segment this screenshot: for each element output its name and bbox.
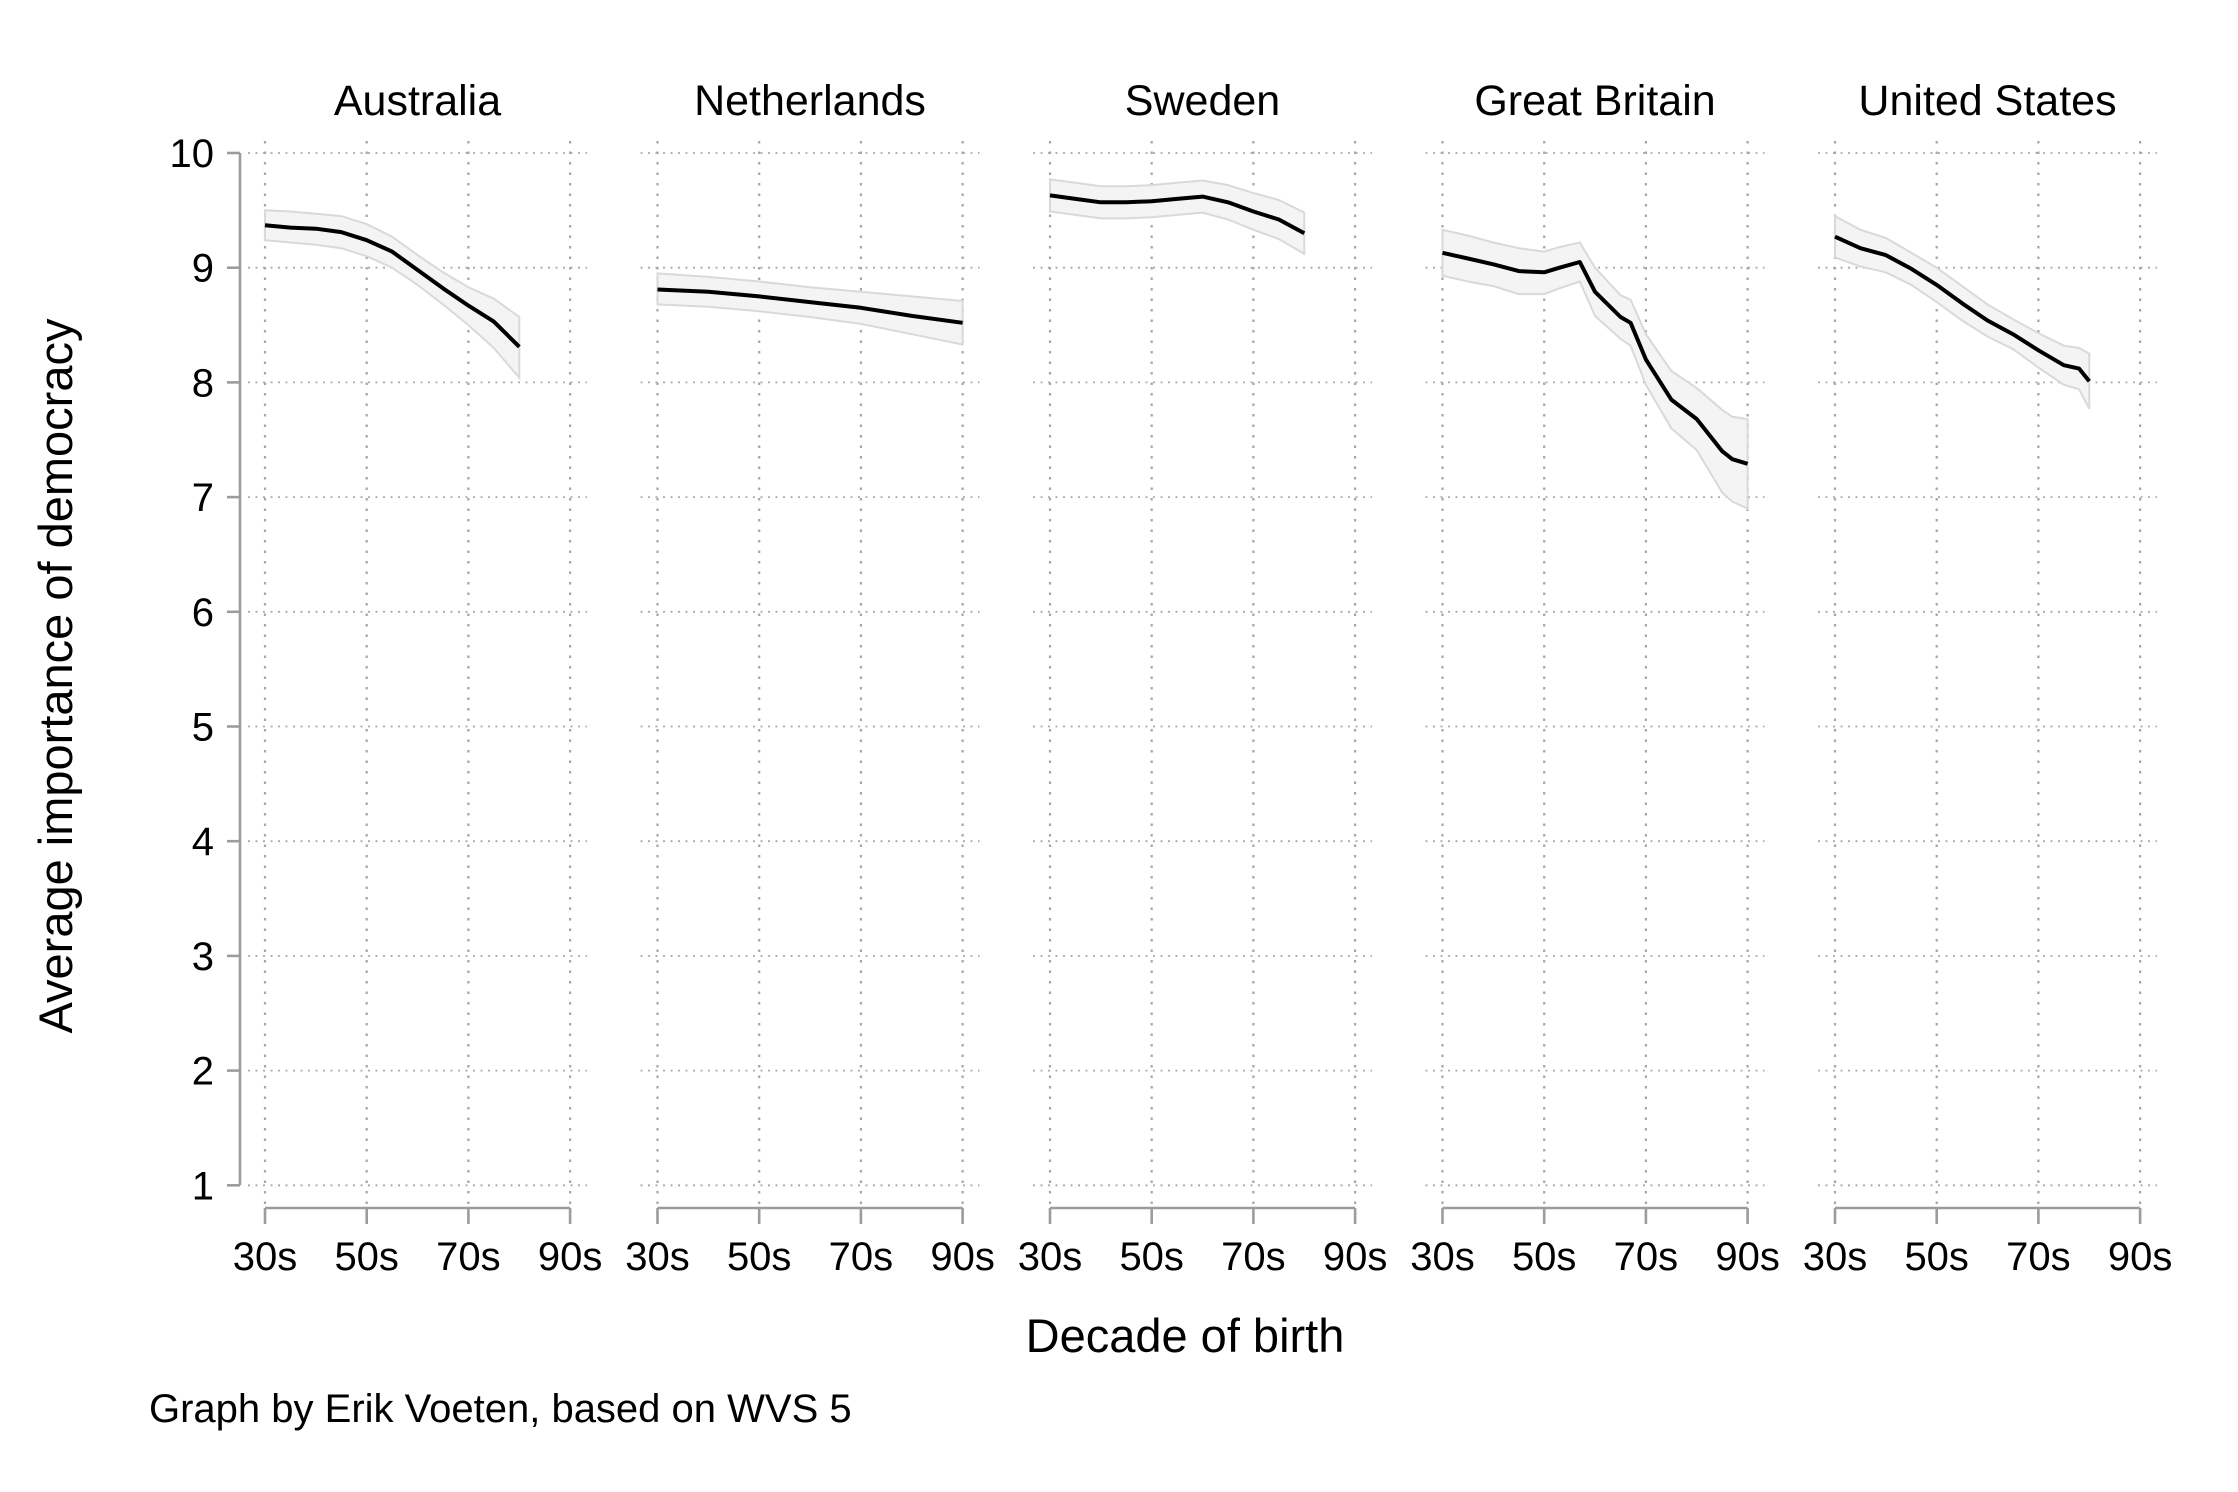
panel-title: Netherlands xyxy=(694,77,926,125)
y-tick-label: 1 xyxy=(192,1164,214,1208)
series-line xyxy=(657,287,963,325)
x-tick-label: 90s xyxy=(538,1235,603,1279)
y-tick-label: 5 xyxy=(192,706,214,750)
y-tick-label: 10 xyxy=(170,132,215,176)
x-tick-label: 90s xyxy=(2108,1235,2173,1279)
x-tick-label: 50s xyxy=(1904,1235,1969,1279)
x-axis-title: Decade of birth xyxy=(1026,1309,1345,1362)
x-tick-label: 50s xyxy=(1119,1235,1184,1279)
x-tick-label: 90s xyxy=(930,1235,995,1279)
panel-title: Australia xyxy=(334,77,501,125)
x-tick-label: 70s xyxy=(2006,1235,2071,1279)
panel-great-britain: 30s 50s 70s 90s Great Britain xyxy=(1410,77,1780,1279)
confidence-band xyxy=(1834,214,2091,410)
y-tick-label: 6 xyxy=(192,591,214,635)
x-tick-label: 30s xyxy=(1410,1235,1475,1279)
x-tick-label: 70s xyxy=(829,1235,894,1279)
y-tick-label: 9 xyxy=(192,247,214,291)
vertical-gridlines xyxy=(1441,141,1749,1222)
y-tick-label: 2 xyxy=(192,1050,214,1094)
vertical-gridlines xyxy=(1833,141,2142,1222)
panel-united-states: 30s 50s 70s 90s United States xyxy=(1803,77,2173,1279)
x-tick-label: 90s xyxy=(1715,1235,1780,1279)
x-tick-label: 50s xyxy=(334,1235,399,1279)
x-tick-label: 30s xyxy=(233,1235,298,1279)
series-line xyxy=(1834,234,2091,383)
series-line xyxy=(1049,193,1306,236)
x-tick-label: 30s xyxy=(1803,1235,1868,1279)
x-tick-label: 50s xyxy=(727,1235,792,1279)
y-tick-label: 4 xyxy=(192,820,214,864)
x-tick-label: 30s xyxy=(625,1235,690,1279)
x-tick-label: 70s xyxy=(1614,1235,1679,1279)
confidence-band xyxy=(656,272,964,346)
series-line xyxy=(1442,250,1749,466)
y-axis: 1 2 3 4 5 6 7 8 9 10 xyxy=(170,132,242,1208)
panel-title: Great Britain xyxy=(1474,77,1715,125)
vertical-gridlines xyxy=(1048,141,1357,1222)
x-tick-label: 30s xyxy=(1018,1235,1083,1279)
x-tick-label: 70s xyxy=(1221,1235,1286,1279)
caption-text: Graph by Erik Voeten, based on WVS 5 xyxy=(149,1387,852,1431)
y-axis-title: Average importance of democracy xyxy=(29,318,82,1033)
y-tick-label: 7 xyxy=(192,476,214,520)
panel-title: Sweden xyxy=(1125,77,1280,125)
series-line xyxy=(264,223,521,349)
panel-title: United States xyxy=(1858,77,2116,125)
x-tick-label: 50s xyxy=(1512,1235,1577,1279)
panel-australia: 30s 50s 70s 90s Australia xyxy=(233,77,603,1279)
x-tick-label: 70s xyxy=(436,1235,501,1279)
panel-netherlands: 30s 50s 70s 90s Netherlands xyxy=(625,77,995,1279)
y-tick-label: 3 xyxy=(192,935,214,979)
y-tick-label: 8 xyxy=(192,361,214,405)
panel-sweden: 30s 50s 70s 90s Sweden xyxy=(1018,77,1388,1279)
confidence-band xyxy=(1049,178,1306,256)
x-tick-label: 90s xyxy=(1323,1235,1388,1279)
